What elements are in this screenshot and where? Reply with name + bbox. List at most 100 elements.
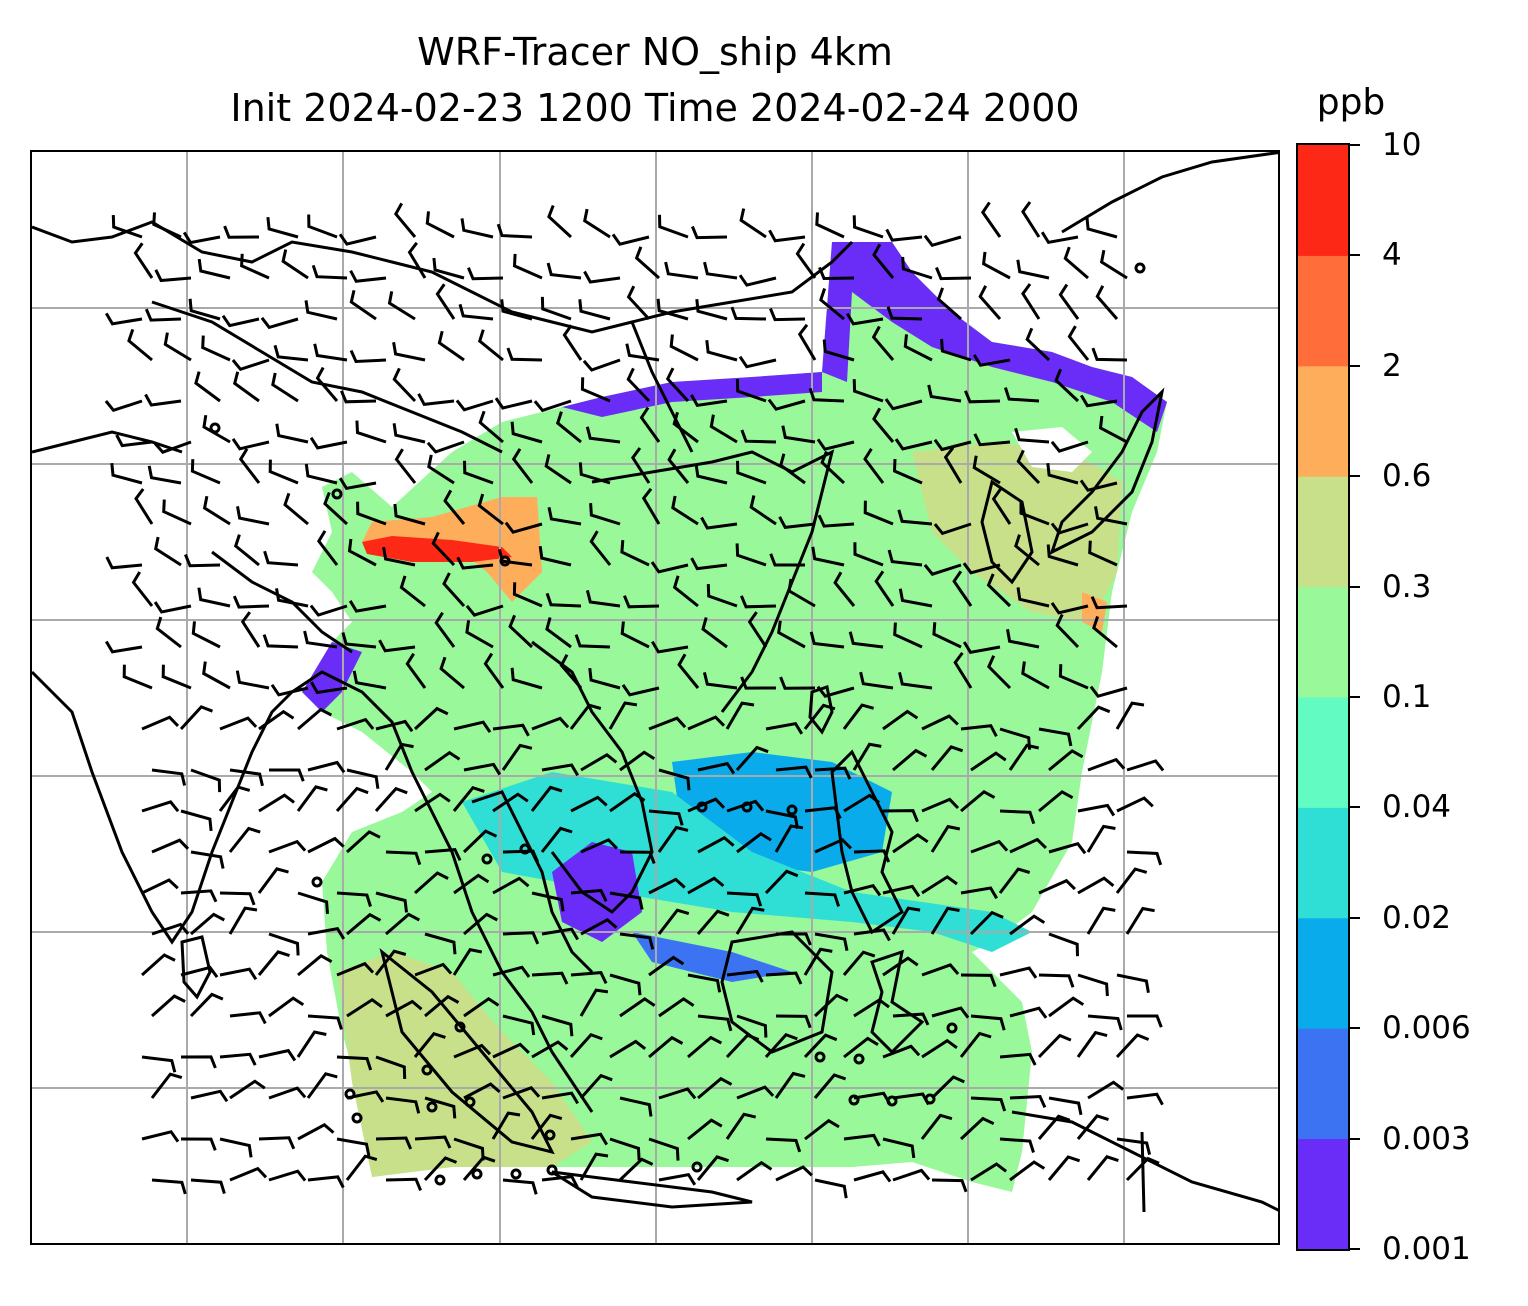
wind-barb: [933, 438, 972, 452]
wind-barb: [375, 719, 414, 733]
wind-barb: [133, 242, 154, 279]
wind-barb: [885, 228, 923, 242]
calm-wind-marker: [519, 843, 531, 855]
wind-barb: [1009, 837, 1047, 854]
wind-barb: [127, 328, 153, 362]
wind-barb: [736, 831, 772, 854]
border-5: [1140, 1131, 1146, 1213]
wind-barb: [725, 701, 755, 730]
wind-barb: [817, 514, 855, 528]
wind-barb: [891, 906, 921, 935]
wind-barb: [258, 793, 295, 813]
wind-barb: [500, 299, 533, 321]
wind-barb: [921, 797, 960, 813]
wind-barb: [641, 487, 661, 525]
wind-barb: [970, 751, 1007, 772]
wind-barb: [765, 971, 803, 985]
calm-wind-marker: [471, 1168, 483, 1180]
wind-barb: [735, 378, 767, 403]
wind-barb: [414, 871, 449, 895]
wind-barb: [863, 448, 885, 484]
wind-barb: [510, 421, 543, 444]
wind-barb: [1090, 596, 1128, 610]
wind-barb: [1048, 841, 1087, 855]
wind-barb: [621, 684, 660, 697]
wind-barb: [882, 709, 919, 731]
wind-barb: [1050, 602, 1089, 615]
wind-barb: [296, 785, 328, 812]
wind-barb: [463, 762, 502, 776]
wind-barb: [281, 249, 309, 280]
colorbar-swatch: [1298, 586, 1348, 698]
wind-barb: [964, 390, 1001, 404]
colorbar-unit: ppb: [1316, 82, 1386, 123]
wind-barb: [582, 358, 621, 372]
wind-barb: [434, 611, 456, 648]
wind-barb: [739, 208, 767, 239]
wind-barb: [658, 1172, 697, 1186]
wind-barb: [803, 703, 836, 730]
wind-barb: [738, 355, 777, 369]
wind-barb: [336, 891, 372, 907]
wind-barb: [240, 253, 270, 280]
wind-barb: [463, 996, 500, 1018]
wind-barb: [775, 932, 812, 946]
wind-barb: [578, 299, 611, 321]
wind-barb: [1088, 540, 1118, 567]
wind-barb: [1038, 727, 1073, 747]
wind-barb: [569, 703, 602, 730]
wind-barb: [268, 839, 307, 854]
wind-barb: [465, 620, 494, 649]
wind-barb: [141, 800, 180, 813]
wind-barb: [702, 672, 738, 690]
calm-wind-marker: [691, 1161, 703, 1173]
wind-barb: [240, 611, 261, 648]
indochina-coast: [531, 640, 654, 914]
wind-barb: [726, 891, 763, 907]
colorbar-tick-mark: [1350, 806, 1360, 809]
wind-barb: [690, 394, 728, 408]
wind-barb: [1098, 415, 1128, 444]
chart-title-line1: WRF-Tracer NO_ship 4km: [417, 30, 893, 74]
wind-barb: [843, 883, 882, 897]
wind-barb: [266, 216, 299, 239]
wind-barb: [657, 825, 689, 853]
new-guinea: [1011, 1110, 1278, 1212]
wind-barb: [494, 397, 533, 410]
field-ne-high: [912, 442, 1122, 622]
wind-barb: [620, 539, 650, 567]
wind-barb: [803, 1033, 838, 1059]
wind-barb: [1009, 914, 1046, 936]
wind-barb: [701, 617, 728, 649]
wind-barb: [541, 1014, 574, 1037]
map-panel[interactable]: [30, 150, 1280, 1245]
wind-barb: [843, 1133, 881, 1147]
wind-barb: [999, 809, 1036, 825]
colorbar: [1296, 143, 1350, 1251]
wind-barb: [570, 1132, 608, 1146]
wind-barb: [872, 243, 895, 279]
wind-barb: [258, 709, 295, 731]
wind-barb: [970, 1096, 1007, 1112]
wind-barb: [859, 671, 894, 690]
wind-barb: [347, 538, 377, 567]
wind-barb: [697, 1076, 733, 1100]
wind-barb: [439, 656, 465, 690]
wind-barb: [316, 530, 339, 566]
wind-barb: [657, 908, 690, 935]
wind-barb: [1021, 201, 1041, 238]
wind-barb: [936, 287, 962, 321]
colorbar-tick-mark: [1350, 916, 1360, 919]
wind-barb: [219, 967, 258, 981]
wind-barb: [648, 809, 684, 826]
wind-barb: [1009, 1006, 1048, 1019]
wind-barb: [1063, 246, 1089, 280]
wind-barb: [144, 393, 182, 407]
wind-barb: [882, 956, 919, 977]
wind-barb: [648, 1035, 684, 1059]
wind-barb: [1067, 325, 1090, 361]
wind-barb: [336, 717, 375, 731]
wind-barb: [952, 570, 973, 607]
wind-barb: [1086, 906, 1116, 935]
wind-barb: [506, 347, 543, 362]
